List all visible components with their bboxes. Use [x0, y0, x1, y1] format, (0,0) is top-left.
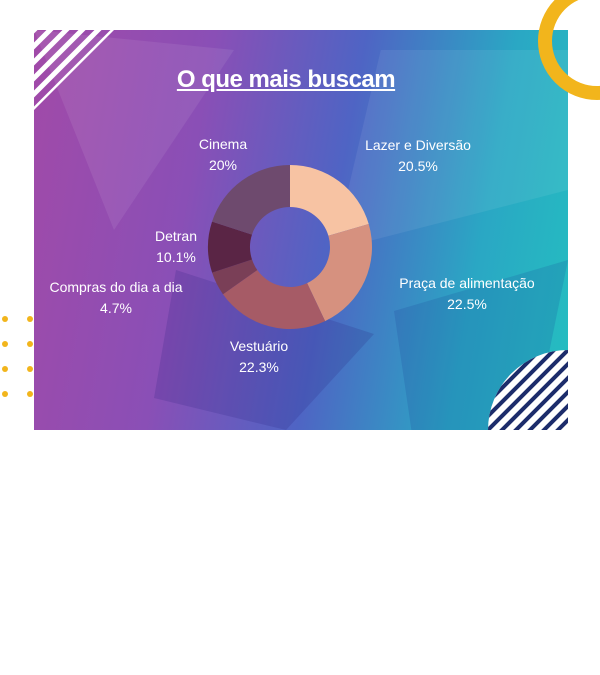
- slice-label-5: Cinema: [199, 136, 247, 152]
- slice-value-3: 4.7%: [100, 300, 132, 316]
- slice-3: [212, 259, 258, 295]
- slice-2: [222, 270, 326, 329]
- slice-value-4: 10.1%: [156, 249, 196, 265]
- slice-0: [290, 165, 369, 236]
- slice-label-1: Praça de alimentação: [399, 275, 535, 291]
- slice-label-0: Lazer e Diversão: [365, 137, 471, 153]
- slice-4: [207, 221, 253, 273]
- slice-label-2: Vestuário: [230, 338, 289, 354]
- slice-value-1: 22.5%: [447, 296, 487, 312]
- donut-chart: Lazer e Diversão 20.5% Praça de alimentaçã…: [49, 136, 535, 375]
- slice-5: [212, 165, 290, 235]
- slice-value-0: 20.5%: [398, 158, 438, 174]
- slice-value-2: 22.3%: [239, 359, 279, 375]
- slice-value-5: 20%: [209, 157, 237, 173]
- stripes-bottom-right: [488, 350, 568, 430]
- slice-label-4: Detran: [155, 228, 197, 244]
- slice-1: [307, 224, 372, 322]
- decorative-ring: [538, 0, 600, 120]
- slice-label-3: Compras do dia a dia: [49, 279, 182, 295]
- slide-panel: O que mais buscam Lazer e Diversão 20.5% P…: [34, 30, 568, 430]
- chart-title: O que mais buscam: [176, 66, 396, 93]
- stripes-top-left: [34, 30, 114, 110]
